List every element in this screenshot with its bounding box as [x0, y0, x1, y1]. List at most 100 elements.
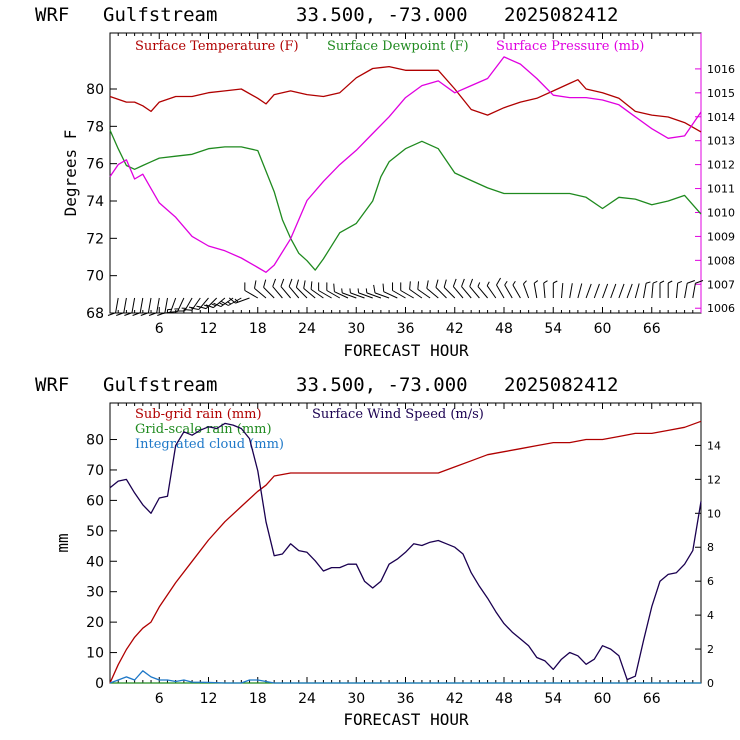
- series-line-surface-dewpoint-f: [109, 129, 702, 271]
- wind-barb: [626, 283, 633, 299]
- y-tick-label: 0: [95, 676, 104, 692]
- wind-barb: [272, 278, 283, 299]
- wind-barb: [417, 281, 431, 299]
- wind-barb: [692, 280, 704, 299]
- legend-wind-speed: Surface Wind Speed (m/s): [312, 407, 484, 422]
- y2-tick-label: 4: [707, 609, 714, 622]
- y-tick-label: 60: [86, 493, 104, 509]
- wind-barb: [326, 282, 341, 299]
- x-tick-label: 24: [298, 321, 316, 337]
- y2-tick-label: 1013: [707, 135, 735, 148]
- series-line-surface-temperature-f: [109, 65, 702, 133]
- x-tick-label: 36: [397, 321, 415, 337]
- wind-barb: [461, 278, 472, 299]
- y2-tick-label: 1007: [707, 278, 735, 291]
- wind-barb: [675, 280, 683, 299]
- y2-tick-label: 1012: [707, 159, 735, 172]
- wind-barb: [443, 279, 456, 299]
- x-tick-label: 18: [249, 321, 267, 337]
- panel-2-ticks: 6 12 18 24 30 36 42 48 54 60 660102030405060708002…: [86, 403, 721, 707]
- wind-barb: [585, 283, 592, 299]
- panel-2-ylabel: mm: [53, 533, 72, 552]
- x-tick-label: 54: [544, 321, 562, 337]
- wind-barb: [435, 279, 447, 299]
- wind-barb: [477, 282, 488, 299]
- y-tick-label: 20: [86, 615, 104, 631]
- wind-barb: [577, 283, 583, 299]
- cycle-label-2: 2025082412: [504, 374, 618, 396]
- y2-tick-label: 14: [707, 439, 721, 452]
- wind-barb: [190, 297, 209, 310]
- y2-tick-label: 0: [707, 677, 714, 690]
- y2-tick-label: 1014: [707, 111, 735, 124]
- panel-1-xlabel: FORECAST HOUR: [343, 341, 469, 360]
- wind-barb: [169, 297, 185, 313]
- wind-barb: [116, 297, 127, 316]
- x-tick-label: 66: [643, 321, 661, 337]
- site-label-2: Gulfstream: [103, 374, 217, 396]
- wind-barb: [504, 281, 513, 299]
- y2-tick-label: 1015: [707, 87, 735, 100]
- wind-barb: [561, 283, 564, 299]
- wind-barb: [409, 281, 423, 299]
- y-tick-label: 78: [86, 119, 104, 135]
- wind-barb: [205, 297, 226, 309]
- wind-barb: [318, 282, 332, 299]
- x-tick-label: 30: [347, 691, 365, 707]
- wind-barb: [365, 288, 382, 299]
- wind-barb: [618, 283, 625, 299]
- wind-barb: [522, 280, 530, 299]
- wind-barb: [228, 297, 250, 304]
- wind-barb: [349, 288, 365, 299]
- wind-barb: [634, 283, 640, 299]
- panel-2-xlabel: FORECAST HOUR: [343, 710, 469, 729]
- wind-barb: [295, 279, 308, 299]
- x-tick-label: 48: [495, 321, 513, 337]
- wind-barb: [602, 283, 609, 299]
- panel-1-ticks: 6 12 18 24 30 36 42 48 54 60 66 68 70 72 74 76 78 80 1006 1…: [86, 33, 735, 337]
- y-tick-label: 80: [86, 433, 104, 449]
- wind-barb: [667, 280, 673, 298]
- wind-barb: [310, 281, 324, 299]
- wind-barb: [452, 278, 464, 299]
- series-line-sub-grid-rain-mm: [109, 420, 702, 684]
- wind-barb: [148, 297, 160, 316]
- legend-cloud: Integrated cloud (mm): [135, 437, 284, 452]
- wind-barb: [552, 280, 558, 298]
- wind-barb: [496, 277, 505, 299]
- y-tick-label: 40: [86, 554, 104, 570]
- y2-tick-label: 1011: [707, 183, 735, 196]
- x-tick-label: 30: [347, 321, 365, 337]
- panel-1-series: [109, 56, 702, 273]
- y-tick-label: 10: [86, 646, 104, 662]
- cycle-label-1: 2025082412: [504, 4, 618, 26]
- x-tick-label: 60: [594, 321, 612, 337]
- wind-barbs: [107, 277, 704, 316]
- wind-barb: [569, 283, 573, 299]
- wind-barb: [280, 278, 291, 299]
- x-tick-label: 54: [544, 691, 562, 707]
- x-tick-label: 42: [446, 691, 464, 707]
- wind-barb: [512, 281, 521, 299]
- x-tick-label: 6: [155, 691, 164, 707]
- legend-subgrid-rain: Sub-grid rain (mm): [135, 407, 262, 422]
- y-tick-label: 70: [86, 269, 104, 285]
- x-tick-label: 12: [200, 691, 218, 707]
- y2-tick-label: 1008: [707, 254, 735, 267]
- site-label-1: Gulfstream: [103, 4, 217, 26]
- wind-barb: [132, 297, 144, 316]
- y2-tick-label: 10: [707, 507, 721, 520]
- y-tick-label: 76: [86, 157, 104, 173]
- wind-barb: [176, 297, 193, 312]
- wind-barb: [333, 283, 349, 299]
- y2-tick-label: 2: [707, 643, 714, 656]
- wind-barb: [124, 297, 136, 316]
- wind-barb: [162, 297, 177, 314]
- coords-label-1: 33.500, -73.000: [296, 4, 468, 26]
- model-label-1: WRF: [35, 4, 69, 26]
- x-tick-label: 18: [249, 691, 267, 707]
- x-tick-label: 6: [155, 321, 164, 337]
- wind-barb: [643, 281, 651, 299]
- x-tick-label: 48: [495, 691, 513, 707]
- model-label-2: WRF: [35, 374, 69, 396]
